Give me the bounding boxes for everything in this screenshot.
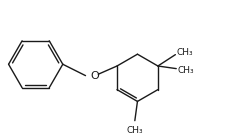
Text: CH₃: CH₃ (127, 126, 143, 135)
Text: CH₃: CH₃ (178, 66, 194, 75)
Text: O: O (91, 71, 100, 81)
Text: CH₃: CH₃ (177, 48, 194, 57)
